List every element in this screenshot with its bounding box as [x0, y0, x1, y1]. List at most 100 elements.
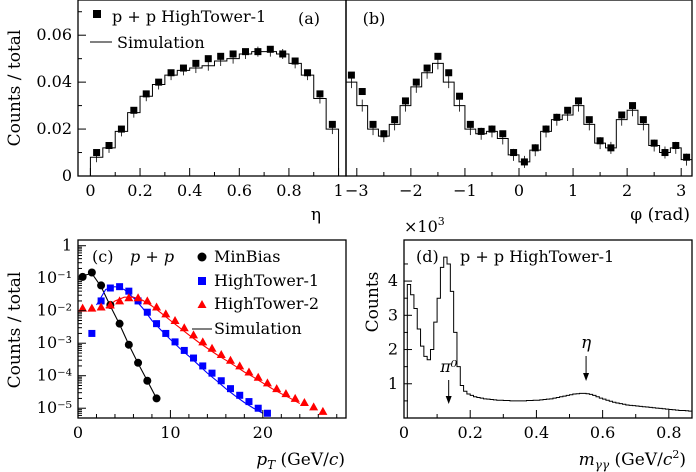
data-point — [263, 409, 271, 417]
x-tick-label: 1 — [568, 181, 578, 200]
y-tick-label: 3 — [388, 305, 398, 324]
data-point — [162, 329, 170, 337]
panel-d-histogram — [404, 256, 692, 418]
x-tick-label: 0.8 — [656, 423, 681, 442]
data-point — [189, 330, 199, 339]
data-point — [650, 139, 658, 147]
panel-d-annotations: π⁰ η — [439, 333, 592, 404]
data-point — [179, 323, 189, 332]
panel-d-y-exponent: ×103 — [404, 215, 445, 236]
panel-c-legend-minbias: MinBias — [214, 247, 280, 266]
panel-a: 0 0.2 0.4 0.6 0.8 1 0 0.02 0.04 0.06 η (a) p + p… — [36, 0, 347, 225]
data-point — [199, 362, 207, 370]
data-point — [143, 376, 152, 385]
data-point — [639, 116, 647, 124]
panel-c-legend-ht1: HighTower-1 — [214, 271, 319, 290]
histogram-line — [404, 256, 692, 418]
data-point — [134, 358, 143, 367]
x-tick-label: 0.4 — [524, 423, 549, 442]
data-point — [520, 158, 528, 166]
data-point — [304, 69, 312, 77]
data-point — [434, 52, 442, 60]
x-tick-label: 0 — [85, 181, 95, 200]
data-point — [192, 59, 200, 67]
panel-a-label: (a) — [298, 9, 320, 28]
data-point — [299, 397, 309, 406]
pi0-arrow-head — [445, 396, 452, 404]
x-tick-label: 0.6 — [227, 181, 252, 200]
data-point — [105, 300, 115, 309]
data-point — [125, 287, 133, 295]
data-point — [318, 406, 328, 415]
pi0-label: π⁰ — [439, 357, 458, 376]
data-point — [142, 296, 152, 305]
data-point — [358, 88, 366, 96]
data-point — [445, 69, 453, 77]
data-point — [235, 361, 245, 370]
panel-c-frame — [77, 239, 347, 419]
data-point — [117, 125, 125, 133]
x-tick-label: −3 — [345, 181, 369, 200]
data-point — [105, 141, 113, 149]
data-point — [412, 78, 420, 86]
data-point — [198, 337, 208, 346]
data-point — [347, 71, 355, 79]
y-tick-label: 10⁻² — [37, 301, 72, 320]
y-tick-label: 10⁻³ — [37, 333, 72, 352]
data-point — [78, 272, 87, 281]
panel-c-legend-ht1-marker — [198, 277, 206, 285]
data-point — [279, 50, 287, 58]
panel-c-legend-ht2: HighTower-2 — [214, 294, 319, 313]
data-point — [683, 153, 691, 161]
x-tick-label: 0 — [399, 423, 409, 442]
x-tick-label: 0 — [73, 423, 83, 442]
data-point — [242, 48, 249, 56]
data-point — [499, 130, 507, 138]
data-point — [180, 346, 188, 354]
data-point — [672, 141, 680, 149]
data-point — [155, 78, 163, 86]
data-point — [309, 402, 319, 411]
x-tick-label: −2 — [399, 181, 423, 200]
data-point — [466, 120, 474, 128]
panel-d-x-label: mγγ (GeV/c2) — [579, 448, 686, 472]
panel-a-x-ticks: 0 0.2 0.4 0.6 0.8 1 — [85, 168, 344, 200]
data-point — [116, 283, 124, 291]
data-point — [171, 338, 179, 346]
data-point — [217, 52, 225, 60]
data-point — [369, 120, 377, 128]
data-point — [254, 404, 262, 412]
panel-a-data-points — [93, 45, 336, 157]
panel-a-simulation-histogram — [89, 46, 340, 176]
x-tick-label: 0 — [514, 181, 524, 200]
data-point — [244, 367, 254, 376]
panel-c-system: p + p — [130, 247, 174, 266]
x-tick-label: 0.2 — [127, 181, 152, 200]
data-point — [281, 389, 291, 398]
data-point — [245, 398, 253, 406]
data-point — [607, 144, 615, 152]
data-point — [152, 394, 161, 403]
x-tick-label: 10 — [160, 423, 180, 442]
data-point — [291, 57, 299, 65]
data-point — [124, 340, 133, 349]
data-point — [262, 378, 272, 387]
panel-a-legend-marker — [93, 10, 101, 18]
data-point — [204, 55, 212, 63]
panel-b-simulation-histogram — [346, 57, 692, 168]
data-point — [488, 125, 496, 133]
data-point — [564, 106, 572, 114]
top-y-label: Counts / total — [5, 30, 25, 147]
y-tick-label: 4 — [388, 271, 398, 290]
panel-c-legend-sim: Simulation — [214, 319, 302, 338]
data-point — [272, 384, 282, 393]
panel-c-legend-ht2-marker — [197, 300, 207, 308]
data-point — [170, 316, 180, 325]
data-point — [133, 293, 143, 302]
panel-d: 0 0.2 0.4 0.6 0.8 1 2 3 4 Counts ×103 (d) p + p… — [363, 215, 693, 472]
data-point — [456, 92, 464, 100]
panel-b-label: (b) — [363, 9, 386, 28]
data-point — [236, 391, 244, 399]
data-point — [179, 64, 187, 72]
